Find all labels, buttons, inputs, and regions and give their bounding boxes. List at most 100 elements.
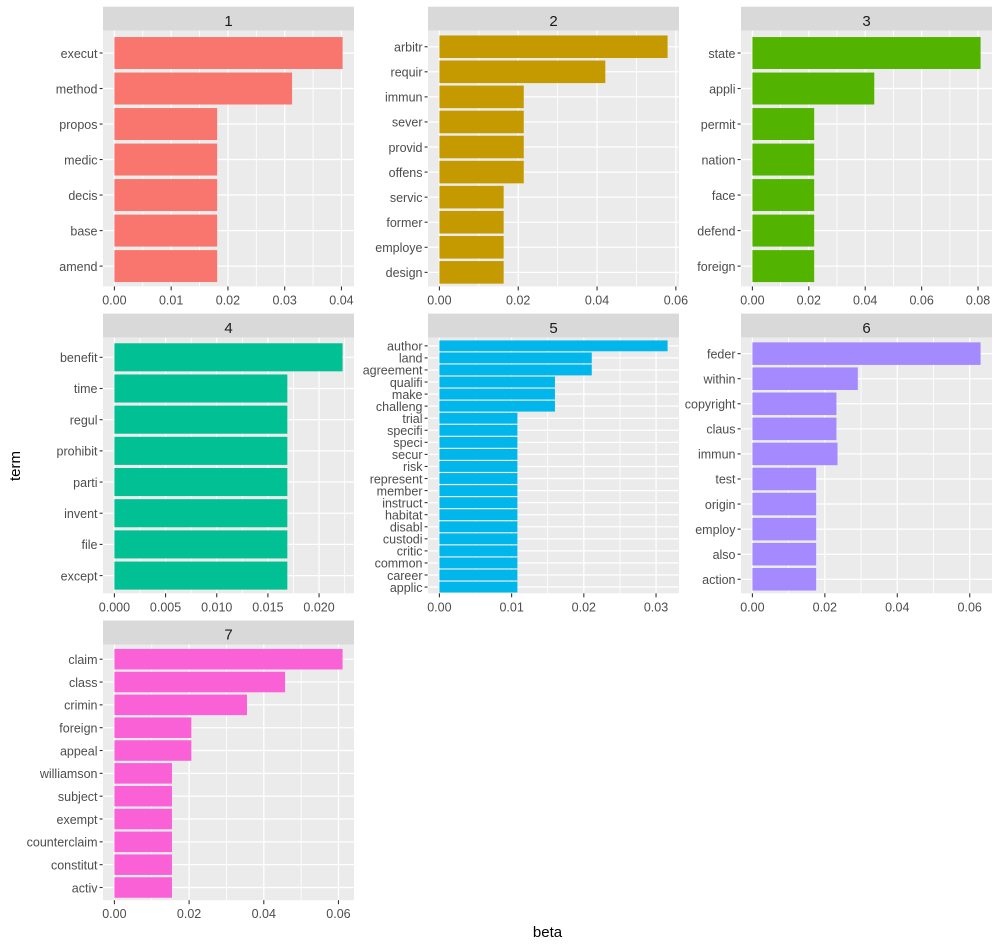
svg-text:requir: requir bbox=[391, 66, 423, 80]
svg-text:employ: employ bbox=[695, 523, 736, 537]
svg-text:copyright: copyright bbox=[685, 398, 736, 412]
svg-text:0.06: 0.06 bbox=[326, 907, 350, 921]
svg-text:7: 7 bbox=[224, 627, 232, 644]
svg-text:0.00: 0.00 bbox=[102, 907, 126, 921]
svg-text:0.02: 0.02 bbox=[813, 600, 837, 614]
svg-text:0.02: 0.02 bbox=[572, 600, 596, 614]
svg-text:0.005: 0.005 bbox=[150, 600, 181, 614]
svg-text:0.06: 0.06 bbox=[958, 600, 982, 614]
svg-text:method: method bbox=[56, 82, 98, 96]
svg-text:represent: represent bbox=[370, 472, 423, 486]
svg-text:employe: employe bbox=[375, 241, 422, 255]
svg-text:time: time bbox=[74, 382, 98, 396]
svg-text:risk: risk bbox=[403, 460, 423, 474]
svg-text:disabl: disabl bbox=[390, 521, 423, 535]
svg-text:action: action bbox=[702, 573, 735, 587]
svg-text:0.03: 0.03 bbox=[273, 293, 297, 307]
svg-text:constitut: constitut bbox=[51, 858, 98, 872]
svg-text:medic: medic bbox=[64, 153, 97, 167]
svg-text:offens: offens bbox=[389, 166, 423, 180]
svg-text:subject: subject bbox=[58, 790, 98, 804]
svg-text:except: except bbox=[61, 569, 98, 583]
svg-text:origin: origin bbox=[705, 498, 736, 512]
svg-text:immun: immun bbox=[385, 91, 423, 105]
svg-text:specifi: specifi bbox=[387, 424, 422, 438]
svg-text:0.01: 0.01 bbox=[499, 600, 523, 614]
svg-text:provid: provid bbox=[388, 141, 422, 155]
svg-text:regul: regul bbox=[70, 413, 98, 427]
svg-text:test: test bbox=[715, 473, 736, 487]
svg-text:0.015: 0.015 bbox=[252, 600, 283, 614]
svg-text:1: 1 bbox=[224, 13, 232, 30]
svg-text:trial: trial bbox=[402, 412, 422, 426]
svg-text:parti: parti bbox=[73, 476, 97, 490]
svg-text:0.02: 0.02 bbox=[506, 293, 530, 307]
svg-text:invent: invent bbox=[64, 507, 98, 521]
svg-text:member: member bbox=[377, 484, 423, 498]
svg-text:within: within bbox=[703, 372, 736, 386]
svg-text:0.04: 0.04 bbox=[252, 907, 276, 921]
svg-text:critic: critic bbox=[397, 545, 423, 559]
svg-text:claus: claus bbox=[706, 423, 735, 437]
svg-text:applic: applic bbox=[390, 581, 423, 595]
svg-text:williamson: williamson bbox=[39, 767, 98, 781]
svg-text:state: state bbox=[708, 47, 735, 61]
svg-text:decis: decis bbox=[68, 189, 97, 203]
svg-text:qualifi: qualifi bbox=[390, 376, 423, 390]
svg-text:0.04: 0.04 bbox=[585, 293, 609, 307]
svg-text:0.04: 0.04 bbox=[885, 600, 909, 614]
svg-text:0.04: 0.04 bbox=[329, 293, 353, 307]
svg-text:instruct: instruct bbox=[382, 496, 423, 510]
svg-text:land: land bbox=[399, 352, 423, 366]
svg-text:0.02: 0.02 bbox=[177, 907, 201, 921]
svg-text:0.01: 0.01 bbox=[159, 293, 183, 307]
svg-text:foreign: foreign bbox=[697, 260, 735, 274]
svg-text:class: class bbox=[69, 676, 97, 690]
svg-text:agreement: agreement bbox=[363, 364, 423, 378]
svg-text:permit: permit bbox=[701, 118, 736, 132]
svg-text:file: file bbox=[82, 538, 98, 552]
svg-text:prohibit: prohibit bbox=[57, 445, 99, 459]
svg-text:5: 5 bbox=[549, 320, 557, 337]
svg-text:0.03: 0.03 bbox=[644, 600, 668, 614]
svg-text:defend: defend bbox=[697, 224, 735, 238]
svg-text:secur: secur bbox=[392, 448, 423, 462]
svg-text:3: 3 bbox=[862, 13, 870, 30]
svg-text:0.000: 0.000 bbox=[99, 600, 130, 614]
svg-text:also: also bbox=[713, 548, 736, 562]
svg-text:propos: propos bbox=[59, 118, 97, 132]
svg-text:execut: execut bbox=[61, 47, 98, 61]
svg-text:appeal: appeal bbox=[60, 744, 98, 758]
svg-text:4: 4 bbox=[224, 320, 232, 337]
svg-text:0.06: 0.06 bbox=[909, 293, 933, 307]
svg-text:common: common bbox=[375, 557, 423, 571]
svg-text:crimin: crimin bbox=[64, 699, 97, 713]
svg-text:former: former bbox=[386, 216, 422, 230]
svg-text:0.020: 0.020 bbox=[303, 600, 334, 614]
svg-text:beta: beta bbox=[533, 924, 563, 941]
svg-text:0.00: 0.00 bbox=[427, 293, 451, 307]
svg-text:career: career bbox=[387, 569, 422, 583]
svg-text:amend: amend bbox=[59, 260, 97, 274]
svg-text:face: face bbox=[712, 189, 736, 203]
svg-text:0.04: 0.04 bbox=[853, 293, 877, 307]
svg-text:0.02: 0.02 bbox=[216, 293, 240, 307]
svg-text:foreign: foreign bbox=[59, 721, 97, 735]
svg-text:0.00: 0.00 bbox=[102, 293, 126, 307]
svg-text:appli: appli bbox=[709, 82, 735, 96]
svg-text:0.010: 0.010 bbox=[201, 600, 232, 614]
svg-text:feder: feder bbox=[707, 347, 736, 361]
svg-text:arbitr: arbitr bbox=[394, 40, 422, 54]
svg-text:base: base bbox=[70, 224, 97, 238]
svg-text:speci: speci bbox=[393, 436, 422, 450]
svg-text:habitat: habitat bbox=[385, 508, 423, 522]
svg-text:claim: claim bbox=[68, 653, 97, 667]
svg-text:0.02: 0.02 bbox=[797, 293, 821, 307]
svg-text:0.00: 0.00 bbox=[740, 600, 764, 614]
svg-text:challeng: challeng bbox=[376, 400, 423, 414]
svg-text:exempt: exempt bbox=[57, 813, 99, 827]
svg-text:0.08: 0.08 bbox=[966, 293, 990, 307]
svg-text:2: 2 bbox=[549, 13, 557, 30]
svg-text:0.06: 0.06 bbox=[664, 293, 688, 307]
svg-text:servic: servic bbox=[390, 191, 423, 205]
